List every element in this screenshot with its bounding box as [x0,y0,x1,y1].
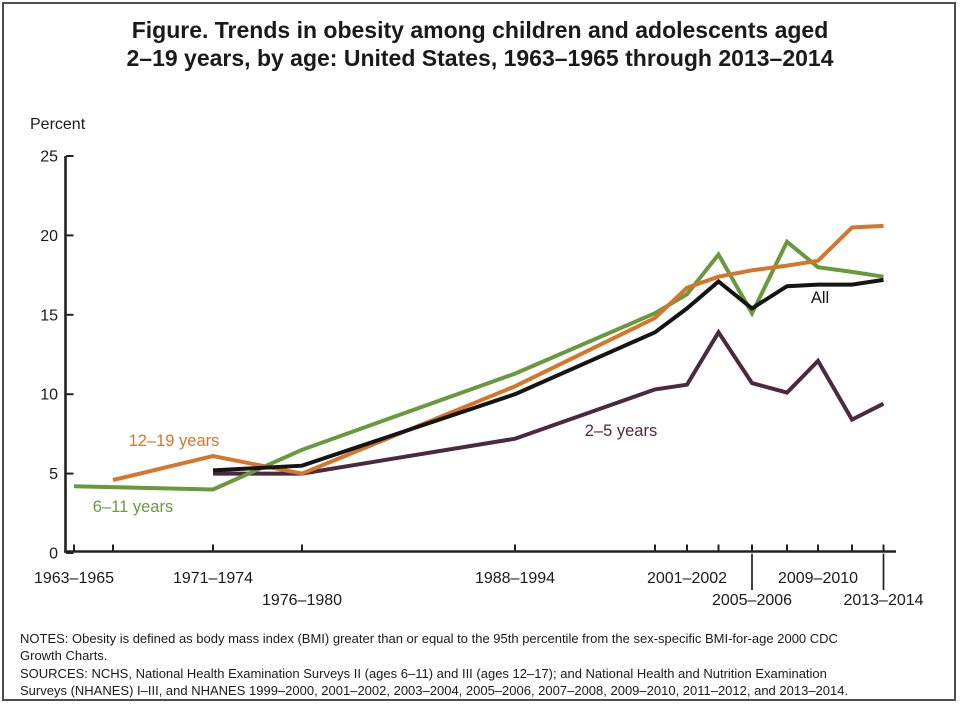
figure-title: Figure. Trends in obesity among children… [0,16,960,72]
series-line-all [212,277,884,473]
series-label-6-11-years: 6–11 years [93,498,173,516]
y-axis-title: Percent [30,116,86,133]
footnote-line: Growth Charts. [20,648,108,664]
series-line-12-19-years [112,223,884,482]
y-tick-label: 15 [40,307,58,324]
x-axis-label: 1988–1994 [475,570,555,587]
x-axis-label: 2013–2014 [843,592,923,609]
x-axis-label: 1976–1980 [262,592,342,609]
y-tick-label: 20 [40,228,58,245]
footnote-line: NOTES: Obesity is defined as body mass i… [20,631,838,646]
y-tick-label: 10 [40,387,58,404]
series-label-2-5-years: 2–5 years [585,422,657,440]
y-tick-label: 0 [49,546,58,563]
figure-title-line2: 2–19 years, by age: United States, 1963–… [126,45,834,71]
series-line-6-11-years [73,238,884,492]
x-axis-label: 2009–2010 [778,570,858,587]
footnote-line: Surveys (NHANES) I–III, and NHANES 1999–… [20,683,849,699]
x-axis-label: 2001–2002 [647,570,727,587]
series-line-2-5-years [213,328,885,476]
x-axis-label: 2005–2006 [712,592,792,609]
series-label-all: All [811,289,829,307]
footnote-line: SOURCES: NCHS, National Health Examinati… [20,665,827,681]
figure-title-line1: Figure. Trends in obesity among children… [131,17,829,43]
x-axis-label: 1963–1965 [34,570,114,587]
footnotes: NOTES: Obesity is defined as body mass i… [20,630,945,700]
series-label-12-19-years: 12–19 years [129,432,220,450]
y-tick-label: 25 [40,149,58,166]
y-tick-label: 5 [49,466,58,483]
x-axis-label: 1971–1974 [173,570,253,587]
